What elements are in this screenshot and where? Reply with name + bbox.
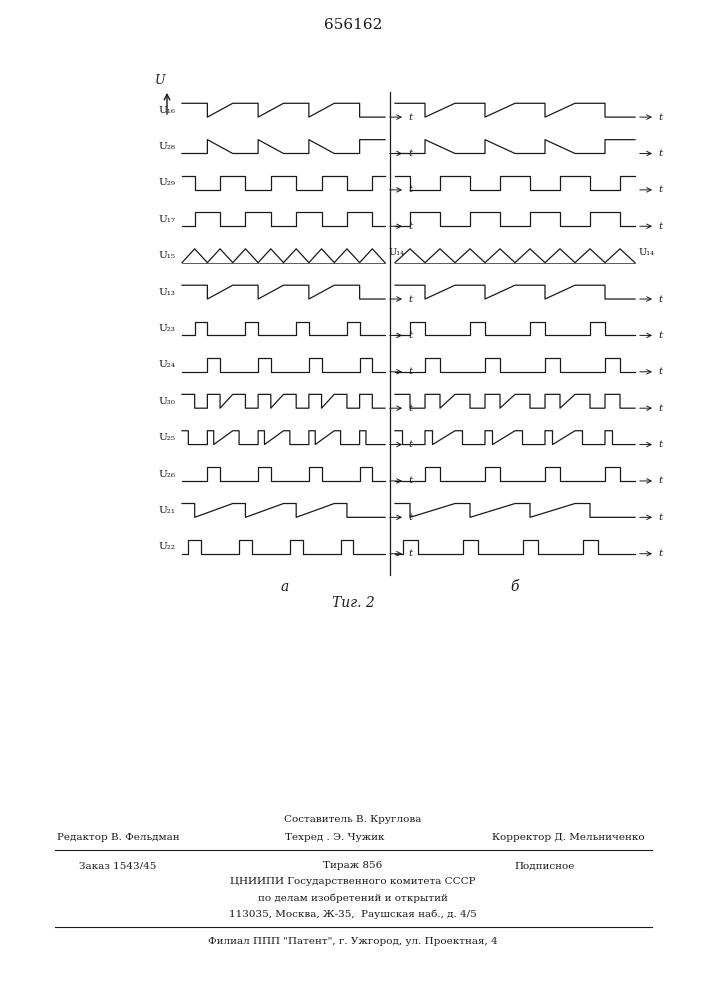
Text: U₁₄: U₁₄ [639, 248, 655, 257]
Text: t: t [408, 549, 412, 558]
Text: U₁₆: U₁₆ [158, 106, 175, 115]
Text: U₂₂: U₂₂ [158, 542, 175, 551]
Text: t: t [658, 113, 662, 122]
Text: а: а [281, 580, 289, 594]
Text: Редактор В. Фельдман: Редактор В. Фельдман [57, 834, 180, 842]
Text: U₂₈: U₂₈ [158, 142, 175, 151]
Text: t: t [408, 404, 412, 413]
Text: t: t [408, 222, 412, 231]
Text: 656162: 656162 [324, 18, 382, 32]
Text: t: t [658, 513, 662, 522]
Text: U₂₄: U₂₄ [158, 360, 175, 369]
Text: по делам изобретений и открытий: по делам изобретений и открытий [258, 893, 448, 903]
Text: t: t [658, 549, 662, 558]
Text: U₂₃: U₂₃ [158, 324, 175, 333]
Text: Составитель В. Круглова: Составитель В. Круглова [284, 816, 421, 824]
Text: t: t [408, 476, 412, 485]
Text: t: t [658, 331, 662, 340]
Text: t: t [408, 513, 412, 522]
Text: U₁₄: U₁₄ [389, 248, 405, 257]
Text: t: t [658, 440, 662, 449]
Text: Техред . Э. Чужик: Техред . Э. Чужик [285, 834, 385, 842]
Text: U₂₆: U₂₆ [158, 470, 175, 479]
Text: б: б [510, 580, 519, 594]
Text: t: t [408, 331, 412, 340]
Text: Подписное: Подписное [515, 861, 575, 870]
Text: t: t [658, 185, 662, 194]
Text: Корректор Д. Мельниченко: Корректор Д. Мельниченко [491, 834, 644, 842]
Text: U₁₇: U₁₇ [158, 215, 175, 224]
Text: U₁₅: U₁₅ [158, 251, 175, 260]
Text: U₂₅: U₂₅ [158, 433, 175, 442]
Text: t: t [408, 295, 412, 304]
Text: t: t [408, 185, 412, 194]
Text: t: t [408, 113, 412, 122]
Text: U: U [155, 74, 165, 87]
Text: 113035, Москва, Ж-35,  Раушская наб., д. 4/5: 113035, Москва, Ж-35, Раушская наб., д. … [229, 909, 477, 919]
Text: t: t [408, 149, 412, 158]
Text: Заказ 1543/45: Заказ 1543/45 [79, 861, 157, 870]
Text: t: t [408, 367, 412, 376]
Text: t: t [658, 367, 662, 376]
Text: U₂₉: U₂₉ [158, 178, 175, 187]
Text: Филиал ППП "Патент", г. Ужгород, ул. Проектная, 4: Филиал ППП "Патент", г. Ужгород, ул. Про… [208, 938, 498, 946]
Text: t: t [408, 440, 412, 449]
Text: t: t [658, 404, 662, 413]
Text: U₂₁: U₂₁ [158, 506, 175, 515]
Text: t: t [658, 295, 662, 304]
Text: ЦНИИПИ Государственного комитета СССР: ЦНИИПИ Государственного комитета СССР [230, 878, 476, 886]
Text: U₁₃: U₁₃ [158, 288, 175, 297]
Text: t: t [658, 222, 662, 231]
Text: U₃₀: U₃₀ [158, 397, 175, 406]
Text: t: t [658, 149, 662, 158]
Text: Тираж 856: Тираж 856 [323, 861, 382, 870]
Text: Τиг. 2: Τиг. 2 [332, 596, 375, 610]
Text: t: t [658, 476, 662, 485]
